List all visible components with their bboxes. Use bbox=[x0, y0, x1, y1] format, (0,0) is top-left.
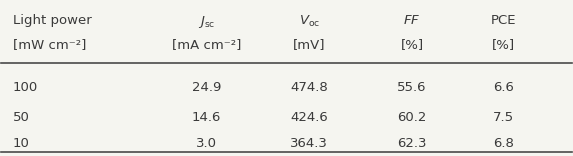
Text: [%]: [%] bbox=[401, 38, 423, 51]
Text: 60.2: 60.2 bbox=[397, 111, 427, 124]
Text: 6.6: 6.6 bbox=[493, 81, 513, 94]
Text: $J_{\mathrm{sc}}$: $J_{\mathrm{sc}}$ bbox=[198, 14, 215, 30]
Text: [mW cm⁻²]: [mW cm⁻²] bbox=[13, 38, 86, 51]
Text: 62.3: 62.3 bbox=[397, 137, 427, 150]
Text: [mV]: [mV] bbox=[293, 38, 325, 51]
Text: 7.5: 7.5 bbox=[493, 111, 514, 124]
Text: 50: 50 bbox=[13, 111, 30, 124]
Text: 474.8: 474.8 bbox=[291, 81, 328, 94]
Text: 55.6: 55.6 bbox=[397, 81, 427, 94]
Text: $\mathit{FF}$: $\mathit{FF}$ bbox=[403, 14, 421, 27]
Text: 10: 10 bbox=[13, 137, 30, 150]
Text: 6.8: 6.8 bbox=[493, 137, 513, 150]
Text: 14.6: 14.6 bbox=[192, 111, 221, 124]
Text: 364.3: 364.3 bbox=[291, 137, 328, 150]
Text: 3.0: 3.0 bbox=[196, 137, 217, 150]
Text: 24.9: 24.9 bbox=[192, 81, 221, 94]
Text: 100: 100 bbox=[13, 81, 38, 94]
Text: [mA cm⁻²]: [mA cm⁻²] bbox=[172, 38, 241, 51]
Text: Light power: Light power bbox=[13, 14, 92, 27]
Text: PCE: PCE bbox=[490, 14, 516, 27]
Text: 424.6: 424.6 bbox=[291, 111, 328, 124]
Text: [%]: [%] bbox=[492, 38, 515, 51]
Text: $V_{\mathrm{oc}}$: $V_{\mathrm{oc}}$ bbox=[299, 14, 320, 29]
